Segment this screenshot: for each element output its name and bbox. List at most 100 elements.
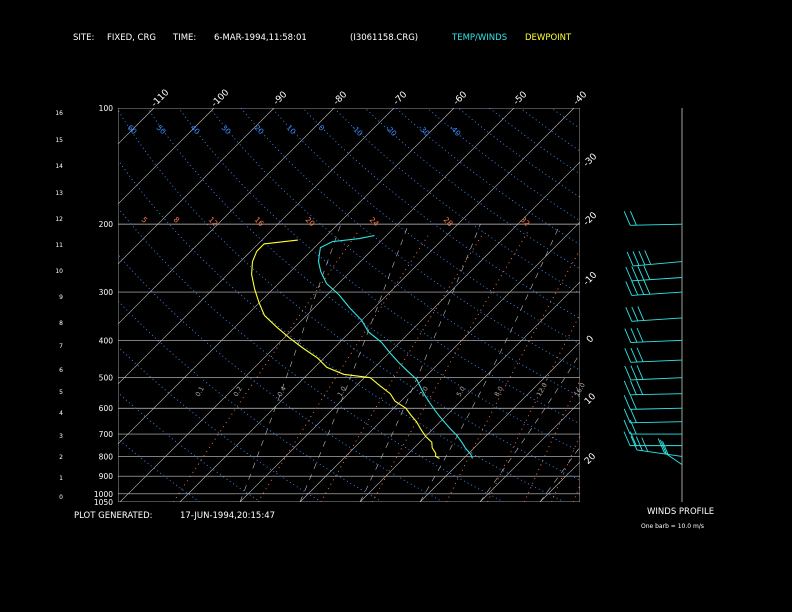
height-km-label-15: 15 [55,137,63,144]
isotherm-right-label--30: -30 [582,152,600,170]
isotherm--40 [179,108,575,502]
wind-barb-300-0 [625,281,633,296]
pressure-label-1050: 1050 [94,498,113,507]
dry-adiabat-160 [520,108,580,152]
wind-barb-700-0 [623,419,631,435]
isotherm-label--60: -60 [452,90,470,108]
wind-barb-750-0 [623,431,631,446]
isotherm-20 [539,461,580,502]
isotherm-label--80: -80 [332,90,350,108]
isotherm-right-label-20: 20 [583,451,598,466]
height-km-label-10: 10 [55,268,63,275]
moist-adiabat-0 [419,223,561,502]
wind-barb-450-1 [630,347,638,363]
pressure-label-800: 800 [99,452,114,461]
dewpoint-line [251,239,440,459]
wind-barb-550-2 [636,380,644,395]
height-km-label-9: 9 [59,294,63,301]
mixing-ratio-28 [607,232,723,502]
dry-adiabat-190 [614,108,792,502]
wind-barb-250-2 [638,250,646,266]
wind-barb-350-2 [637,306,645,321]
dry-adiabat--40 [118,438,200,502]
chart-grid [0,108,792,502]
isotherm--90 [118,108,275,265]
moist-adiabat-40 [660,224,792,502]
isotherm-label--90: -90 [272,90,290,108]
wind-barb-650-0 [623,408,631,423]
wind-barb-500-0 [624,365,632,381]
mixing-ratio-label-32: 32 [519,215,532,228]
wind-barb-200-1 [630,210,637,226]
barb-note: One barb = 10.0 m/s [641,523,704,530]
isotherm-40 [660,108,792,502]
moist-label-16.0: 16.0 [573,381,587,398]
plot-generated-label: PLOT GENERATED: [74,511,153,521]
wind-barb-840-1 [659,439,667,455]
wind-barb-840-2 [662,441,669,456]
height-km-label-14: 14 [55,163,63,170]
time-value: 6-MAR-1994,11:58:01 [214,33,307,43]
dry-adiabat-80 [271,108,580,345]
pressure-label-100: 100 [99,104,114,113]
isotherm--70 [118,108,395,385]
moist-adiabat-10 [479,352,580,502]
mixing-ratio-16 [551,434,580,502]
dry-adiabat-label-5: 10 [285,123,298,136]
moist-adiabat-30 [600,224,792,502]
moist-adiabat--20 [299,223,409,502]
moist-label-5.0: 5.0 [455,385,467,398]
dry-adiabat-10 [118,207,505,502]
height-km-label-7: 7 [59,343,63,350]
wind-barb-200-0 [623,211,631,226]
dry-adiabat-40 [147,108,580,453]
file-id: (I3061158.CRG) [350,33,419,43]
height-km-label-12: 12 [55,216,63,223]
wind-barb-650-1 [630,408,637,423]
dry-adiabat-label-4: 20 [253,123,266,136]
wind-barb-275-3 [643,265,651,280]
legend-temp-winds: TEMP/WINDS [452,33,508,43]
height-km-label-4: 4 [59,410,63,417]
wind-shaft-350 [631,317,683,322]
height-km-label-5: 5 [59,389,63,396]
isotherm--130 [0,108,34,502]
site-value: FIXED, CRG [107,33,156,43]
dry-adiabat-150 [489,108,580,175]
pressure-label-400: 400 [99,336,114,345]
wind-barb-275-2 [637,265,645,281]
mixing-ratio-0.1 [172,232,358,502]
isotherm-label--70: -70 [392,90,410,108]
mixing-ratio-5 [446,248,580,502]
dry-adiabat-110 [364,108,580,270]
moist-label-0.1: 0.1 [194,385,206,398]
legend-dewpoint: DEWPOINT [525,33,572,43]
isotherm-label--40: -40 [572,90,590,108]
dry-adiabat-label-3: 30 [220,123,233,136]
moist-adiabat--10 [359,223,481,502]
winds-profile-title: WINDS PROFILE [647,507,715,517]
dry-adiabat-label-9: -30 [417,123,432,138]
moist-label-8.0: 8.0 [493,385,505,398]
isotherm-right-label-10: 10 [583,392,598,407]
wind-barb-350-1 [631,306,639,322]
pressure-label-900: 900 [99,472,114,481]
sounding-series [251,234,474,459]
wind-shaft-275 [631,277,683,282]
moist-adiabat-20 [539,446,580,502]
wind-shaft-200 [630,223,683,226]
pressure-label-700: 700 [99,430,114,439]
isotherm-label--50: -50 [512,90,530,108]
mixing-ratio-label-28: 28 [442,215,455,228]
dry-adiabat-20 [118,159,565,502]
pressure-label-300: 300 [99,288,114,297]
dry-adiabat-200 [645,108,792,502]
height-km-label-1: 1 [59,475,63,482]
dry-adiabat--30 [118,392,261,502]
height-km-label-8: 8 [59,320,63,327]
dry-adiabat-140 [457,108,580,198]
wind-shaft-650 [630,421,683,424]
wind-shaft-550 [630,393,683,396]
axis-labels: 1002003004005006007008009001000105016151… [55,88,599,507]
dry-adiabat-30 [118,109,580,481]
